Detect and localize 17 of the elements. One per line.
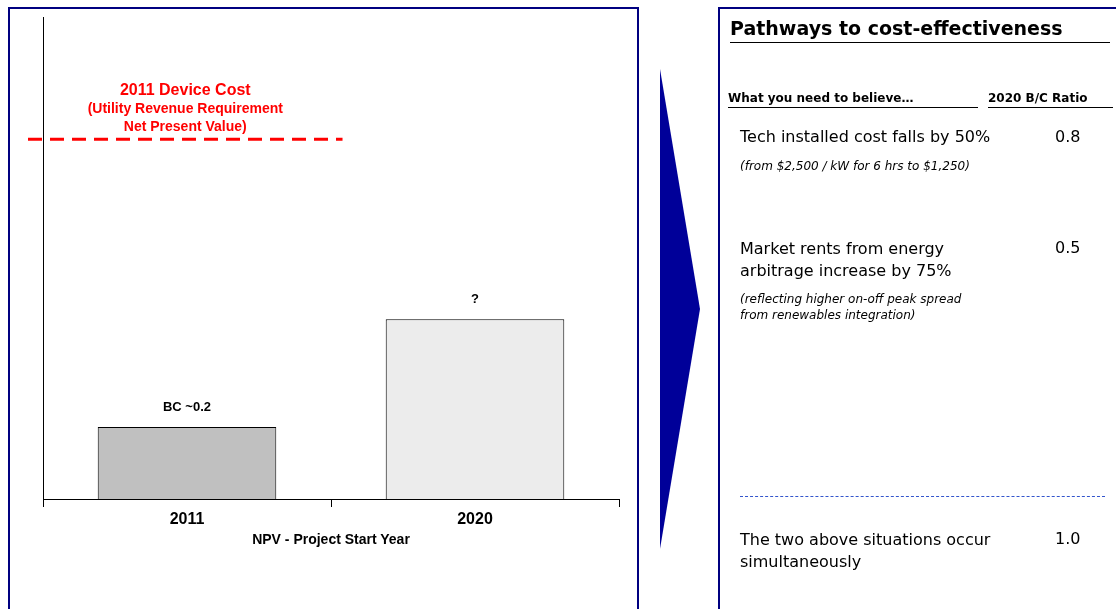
text: 0.5 [1055,238,1081,257]
text: What you need to believe… [728,91,978,108]
x-axis-title: NPV - Project Start Year [252,531,411,548]
text: Tech installed cost falls by 50% [740,127,991,146]
text: (reflecting higher on-off peak spread from renewables integration) [740,291,962,323]
text: (from $2,500 / kW for 6 hrs to $1,250) [740,159,970,173]
ref-line-label: 2011 Device Cost (Utility Revenue Requirement Net Present Value) [87,81,284,135]
x-tick-label: 2011 [169,510,205,528]
data-label: ? [471,291,480,307]
text: 1.0 [1055,529,1081,548]
x-tick-label: 2020 [457,510,493,528]
data-label: BC ~0.2 [162,399,212,415]
text: 2020 B/C Ratio [988,91,1113,108]
text: The two above situations occur simultaneously [740,529,991,573]
text: Pathways to cost-effectiveness [730,17,1110,43]
text: Market rents from energy arbitrage increase by 75% [740,238,952,282]
text: 0.8 [1055,127,1081,146]
